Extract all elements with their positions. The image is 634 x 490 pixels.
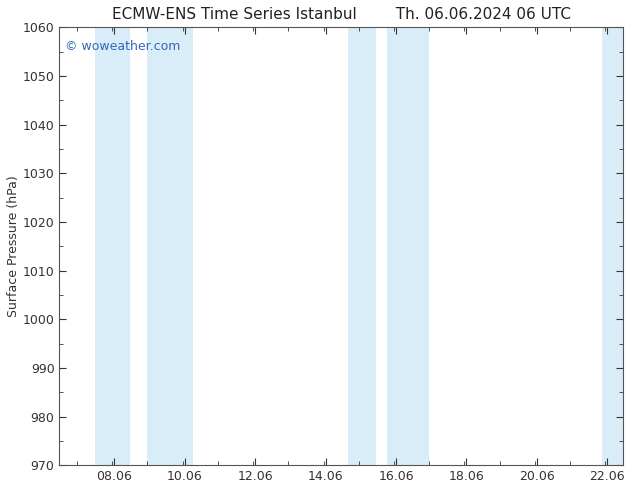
Bar bbox=[602, 27, 623, 465]
Bar bbox=[94, 27, 130, 465]
Bar bbox=[148, 27, 193, 465]
Bar bbox=[348, 27, 377, 465]
Title: ECMW-ENS Time Series Istanbul        Th. 06.06.2024 06 UTC: ECMW-ENS Time Series Istanbul Th. 06.06.… bbox=[112, 7, 571, 22]
Text: © woweather.com: © woweather.com bbox=[65, 40, 181, 53]
Bar bbox=[387, 27, 429, 465]
Y-axis label: Surface Pressure (hPa): Surface Pressure (hPa) bbox=[7, 175, 20, 317]
